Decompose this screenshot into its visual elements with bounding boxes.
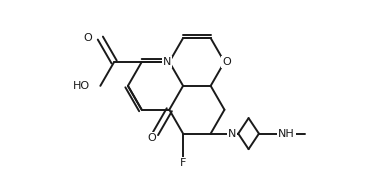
Text: N: N: [228, 129, 236, 139]
Text: O: O: [147, 133, 156, 143]
Text: O: O: [222, 57, 231, 67]
Text: HO: HO: [74, 81, 90, 91]
Text: F: F: [180, 158, 186, 168]
Text: NH: NH: [278, 129, 295, 139]
Text: O: O: [84, 33, 92, 43]
Text: N: N: [163, 57, 172, 67]
